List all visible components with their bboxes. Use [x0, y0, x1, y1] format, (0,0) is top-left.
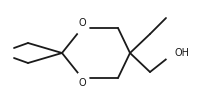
- Text: OH: OH: [175, 48, 190, 58]
- Text: O: O: [78, 78, 86, 88]
- Text: O: O: [78, 18, 86, 28]
